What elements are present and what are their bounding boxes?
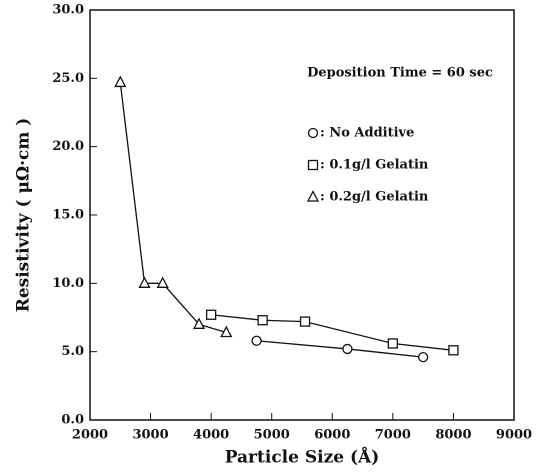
marker: [156, 276, 169, 288]
x-tick-label: 2000: [72, 428, 108, 443]
x-tick-label: 8000: [435, 428, 471, 443]
marker: [299, 316, 311, 327]
marker: [138, 276, 151, 288]
y-tick-label: 0.0: [61, 413, 84, 428]
y-tick-label: 15.0: [52, 208, 84, 223]
marker: [306, 190, 320, 202]
marker: [307, 159, 319, 171]
marker: [448, 345, 459, 356]
series-line: [256, 340, 424, 358]
legend-label: : 0.2g/l Gelatin: [320, 190, 429, 205]
x-tick-label: 9000: [496, 428, 532, 443]
annotation: Deposition Time = 60 sec: [307, 66, 493, 81]
x-tick-label: 6000: [314, 428, 350, 443]
marker: [220, 325, 233, 338]
marker: [192, 317, 206, 329]
marker: [257, 315, 268, 326]
y-tick-label: 5.0: [61, 344, 84, 359]
y-axis-title: Resistivity ( μΩ·cm ): [14, 118, 34, 313]
x-tick-label: 4000: [193, 428, 229, 443]
marker: [387, 338, 399, 349]
series-line: [211, 314, 454, 351]
marker: [342, 343, 353, 355]
x-tick-label: 7000: [375, 428, 411, 443]
legend-label: : 0.1g/l Gelatin: [320, 158, 429, 173]
marker: [307, 127, 319, 139]
x-tick-label: 3000: [132, 428, 168, 443]
x-tick-label: 5000: [254, 428, 290, 443]
y-tick-label: 10.0: [52, 276, 84, 291]
y-tick-label: 30.0: [52, 3, 84, 18]
marker: [114, 75, 127, 88]
y-tick-label: 20.0: [52, 139, 84, 154]
marker: [205, 309, 217, 320]
marker: [417, 351, 429, 363]
marker: [251, 335, 262, 346]
series-line: [119, 82, 227, 334]
x-axis-title: Particle Size (Å): [225, 446, 380, 468]
y-tick-label: 25.0: [52, 71, 84, 86]
legend-label: : No Additive: [320, 126, 414, 141]
